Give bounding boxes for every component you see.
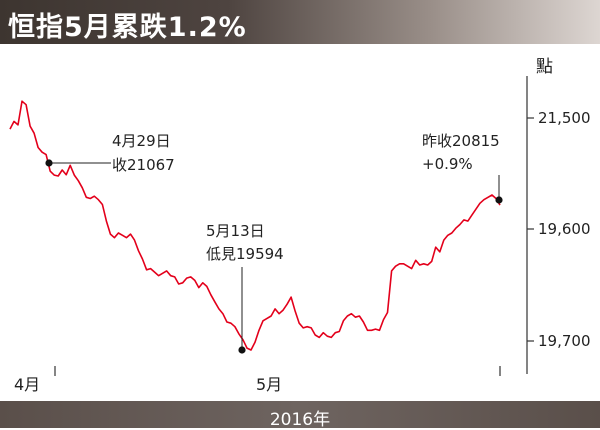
annotation-close-line2: +0.9% bbox=[422, 155, 473, 173]
x-tick-label: 4月 bbox=[14, 375, 40, 394]
marker-may13 bbox=[238, 346, 246, 354]
chart-title: 恒指5月累跌1.2% bbox=[8, 12, 247, 43]
footer-year-label: 2016年 bbox=[269, 410, 331, 430]
annotation-close-line1: 昨收20815 bbox=[422, 132, 500, 150]
annotation-may13-line2: 低見19594 bbox=[206, 245, 284, 263]
series-line bbox=[9, 100, 501, 351]
line-chart: 點 21,500 19,600 19,700 4月 5月 4月29日 收2106… bbox=[9, 57, 591, 394]
x-tick-label: 5月 bbox=[256, 375, 282, 394]
y-tick-label: 19,700 bbox=[538, 332, 591, 350]
y-unit-label: 點 bbox=[536, 57, 553, 77]
annotation-apr29-line2: 收21067 bbox=[112, 156, 175, 174]
marker-apr29 bbox=[45, 159, 53, 167]
y-tick-label: 19,600 bbox=[538, 220, 591, 238]
footer-bar: 2016年 bbox=[0, 401, 600, 430]
y-tick-label: 21,500 bbox=[538, 109, 591, 127]
marker-close bbox=[495, 196, 503, 204]
title-bar: 恒指5月累跌1.2% bbox=[0, 0, 600, 44]
annotation-may13-line1: 5月13日 bbox=[206, 222, 265, 240]
annotation-apr29-line1: 4月29日 bbox=[112, 132, 171, 150]
